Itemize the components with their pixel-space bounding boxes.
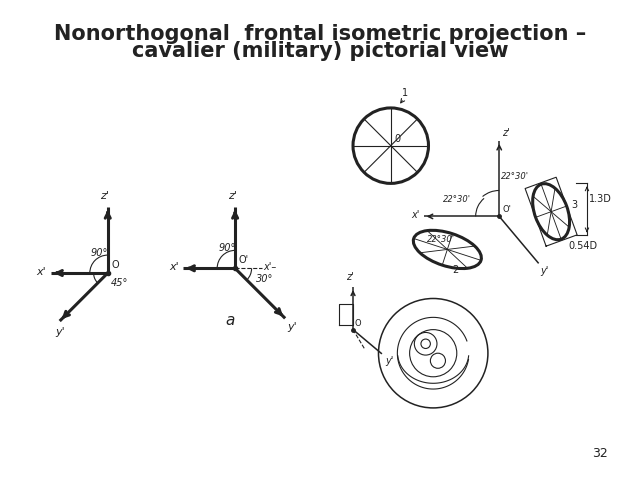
Text: 90°: 90°: [218, 243, 236, 253]
Text: 22°30': 22°30': [443, 195, 470, 204]
Text: 90°: 90°: [91, 248, 108, 258]
Text: O: O: [111, 260, 119, 270]
Text: y': y': [55, 327, 65, 336]
Text: 0: 0: [394, 134, 401, 144]
Text: x': x': [412, 210, 420, 220]
Text: x': x': [36, 267, 45, 277]
Text: z': z': [502, 128, 510, 138]
Text: 0.54D: 0.54D: [568, 241, 597, 252]
Text: 1: 1: [402, 88, 408, 97]
Text: 3: 3: [572, 200, 577, 210]
Text: 30°: 30°: [256, 274, 273, 284]
Text: 45°: 45°: [111, 278, 128, 288]
Text: 22°30': 22°30': [501, 172, 529, 180]
Text: 32: 32: [592, 447, 608, 460]
Text: x': x': [169, 263, 179, 272]
Text: y': y': [541, 266, 549, 276]
Text: z': z': [100, 192, 109, 201]
Text: a: a: [226, 312, 235, 328]
Text: z': z': [228, 192, 237, 201]
Text: 2: 2: [452, 265, 458, 276]
Text: O': O': [502, 204, 511, 214]
Text: 1.3D: 1.3D: [589, 194, 612, 204]
Text: y': y': [287, 322, 296, 332]
Text: y': y': [385, 356, 393, 366]
Text: 22°30': 22°30': [427, 235, 454, 244]
Text: Nonorthogonal  frontal isometric projection –: Nonorthogonal frontal isometric projecti…: [54, 24, 586, 44]
Text: x'–: x'–: [264, 263, 276, 272]
Text: O: O: [355, 319, 362, 328]
Text: cavalier (military) pictorial view: cavalier (military) pictorial view: [132, 41, 508, 61]
Text: O': O': [239, 255, 249, 265]
Text: z': z': [346, 273, 354, 282]
